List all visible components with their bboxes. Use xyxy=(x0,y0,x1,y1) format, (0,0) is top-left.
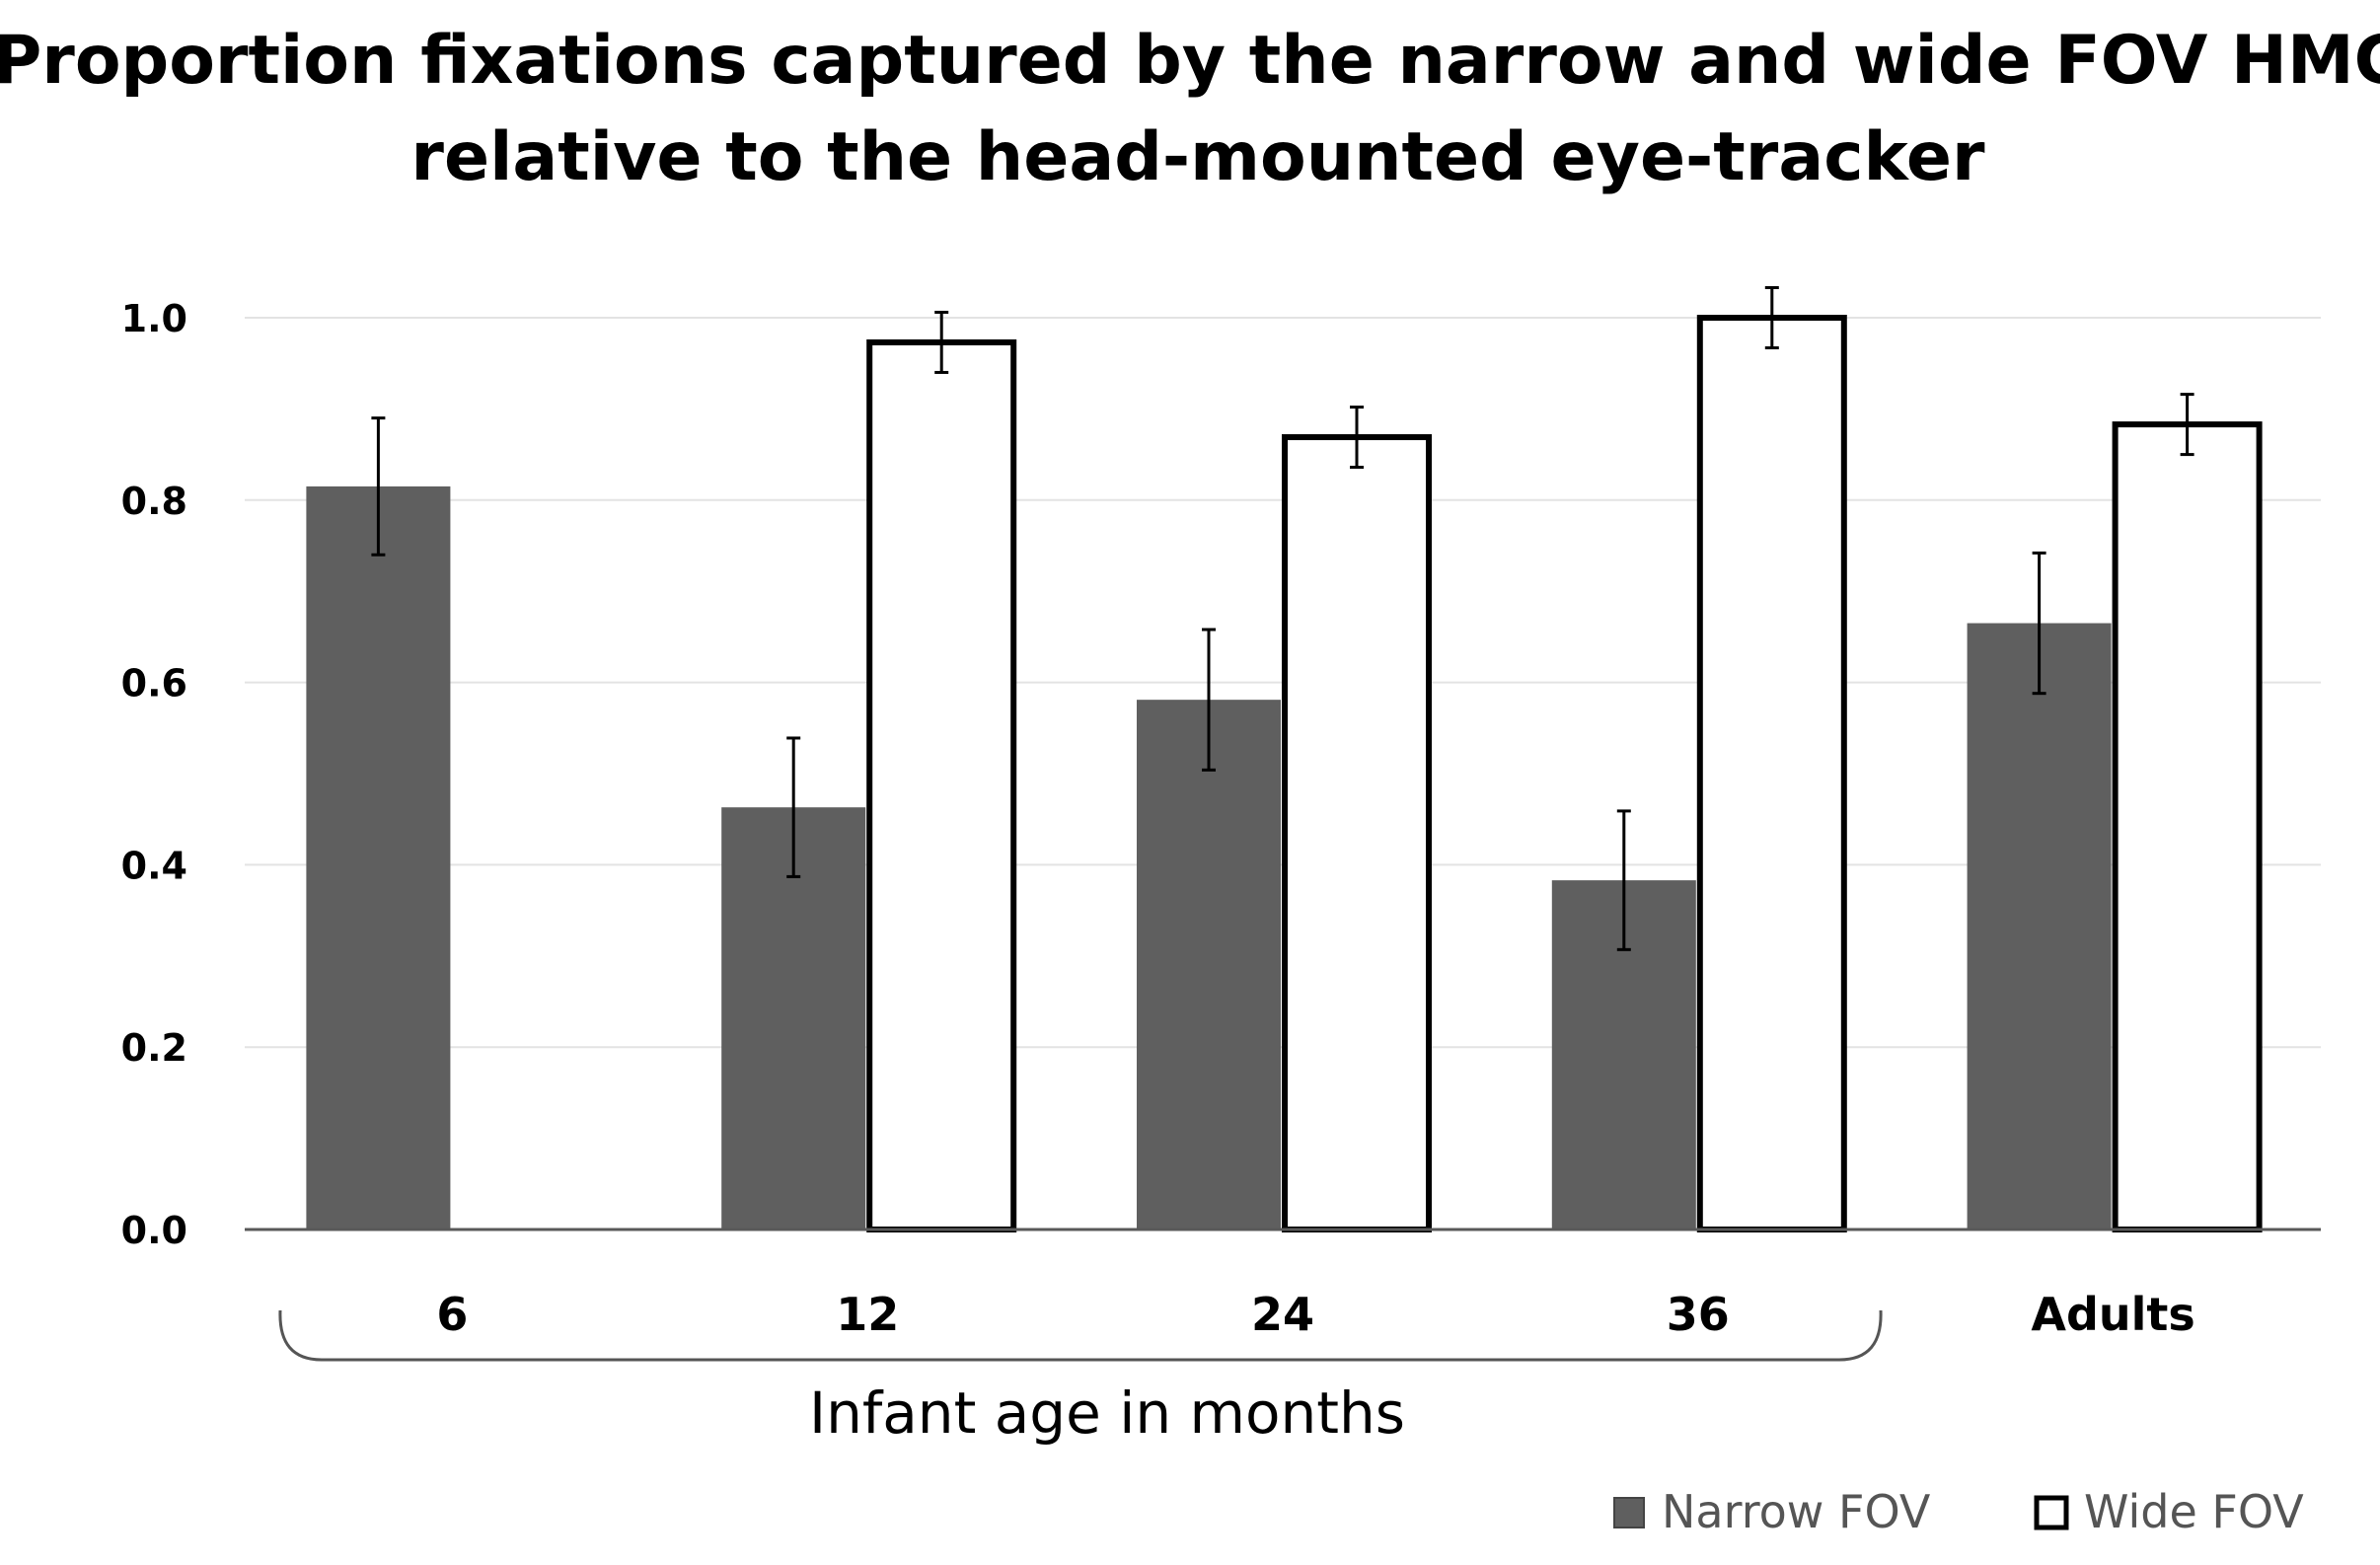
bar-wide-fov xyxy=(866,338,1017,1232)
legend-label-wide-fov: Wide FOV xyxy=(2084,1485,2304,1538)
infant-age-bracket xyxy=(278,1309,1883,1362)
bar-wide-fov xyxy=(1282,434,1432,1232)
chart-title-line-1: Proportion fixations captured by the nar… xyxy=(0,22,2380,100)
error-bar xyxy=(1202,628,1216,772)
error-bar xyxy=(2032,551,2046,696)
bar-narrow-fov xyxy=(1967,623,2112,1230)
category-label: 36 xyxy=(1667,1288,1730,1341)
error-bar xyxy=(1350,406,1364,470)
bar-narrow-fov xyxy=(1137,700,1281,1230)
legend: Narrow FOV Wide FOV xyxy=(1613,1485,2304,1538)
error-bar xyxy=(2180,393,2194,457)
x-axis-label: Infant age in months xyxy=(809,1379,1405,1447)
category-label: Adults xyxy=(2031,1288,2194,1341)
category-labels: 6 12 24 36 Adults xyxy=(436,1288,2194,1341)
error-bar xyxy=(371,416,386,557)
category-label: 6 xyxy=(436,1288,468,1341)
bar-wide-fov xyxy=(1696,315,1847,1232)
error-bar xyxy=(786,736,801,878)
chart-title-line-2: relative to the head-mounted eye-tracker xyxy=(410,118,1985,196)
y-tick-labels: 0.0 0.2 0.4 0.6 0.8 1.0 xyxy=(121,297,187,1252)
y-tick-label: 1.0 xyxy=(121,297,187,340)
category-label: 12 xyxy=(836,1288,899,1341)
bar-wide-fov xyxy=(2112,421,2263,1233)
error-bar xyxy=(1616,809,1631,951)
y-tick-label: 0.8 xyxy=(121,480,187,523)
y-tick-label: 0.2 xyxy=(121,1026,187,1070)
legend-swatch-narrow-fov xyxy=(1613,1497,1645,1528)
legend-label-narrow-fov: Narrow FOV xyxy=(1662,1485,1931,1538)
y-tick-label: 0.0 xyxy=(121,1209,187,1252)
error-bar xyxy=(934,310,949,374)
y-tick-label: 0.4 xyxy=(121,844,187,887)
bar-narrow-fov xyxy=(306,485,451,1230)
error-bars xyxy=(371,286,2194,951)
category-label: 24 xyxy=(1251,1288,1314,1341)
bars xyxy=(306,315,2263,1233)
y-tick-label: 0.6 xyxy=(121,662,187,706)
error-bar xyxy=(1764,286,1779,349)
legend-swatch-wide-fov xyxy=(2034,1495,2069,1530)
